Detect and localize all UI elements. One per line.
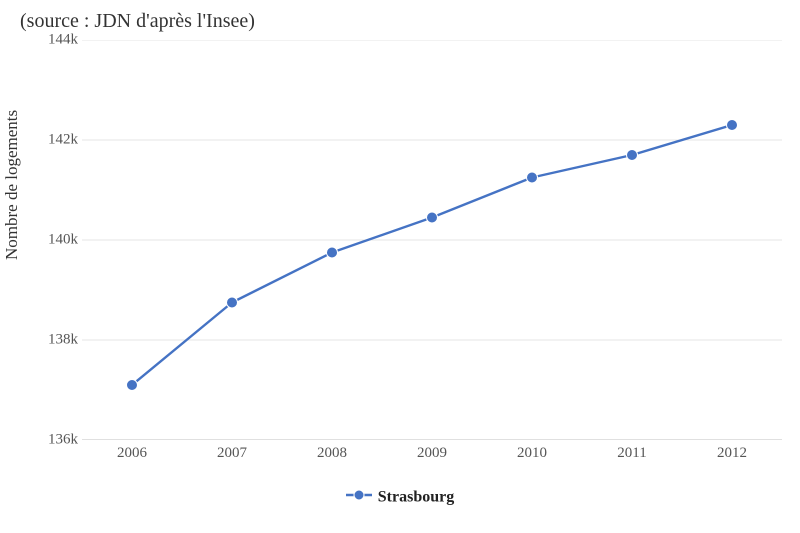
x-tick-label: 2012 [717, 445, 747, 462]
chart-container: (source : JDN d'après l'Insee) Nombre de… [0, 0, 800, 533]
legend-label: Strasbourg [378, 489, 454, 506]
y-tick-label: 138k [18, 332, 78, 349]
x-tick-label: 2007 [217, 445, 247, 462]
x-tick-label: 2006 [117, 445, 147, 462]
chart-subtitle: (source : JDN d'après l'Insee) [20, 10, 255, 33]
chart-plot [82, 40, 782, 440]
x-tick-label: 2010 [517, 445, 547, 462]
legend-swatch [346, 488, 372, 507]
y-tick-label: 140k [18, 232, 78, 249]
x-tick-label: 2009 [417, 445, 447, 462]
y-tick-label: 142k [18, 132, 78, 149]
x-tick-label: 2011 [617, 445, 646, 462]
y-tick-label: 136k [18, 432, 78, 449]
x-tick-label: 2008 [317, 445, 347, 462]
y-tick-label: 144k [18, 32, 78, 49]
chart-legend: Strasbourg [0, 488, 800, 507]
